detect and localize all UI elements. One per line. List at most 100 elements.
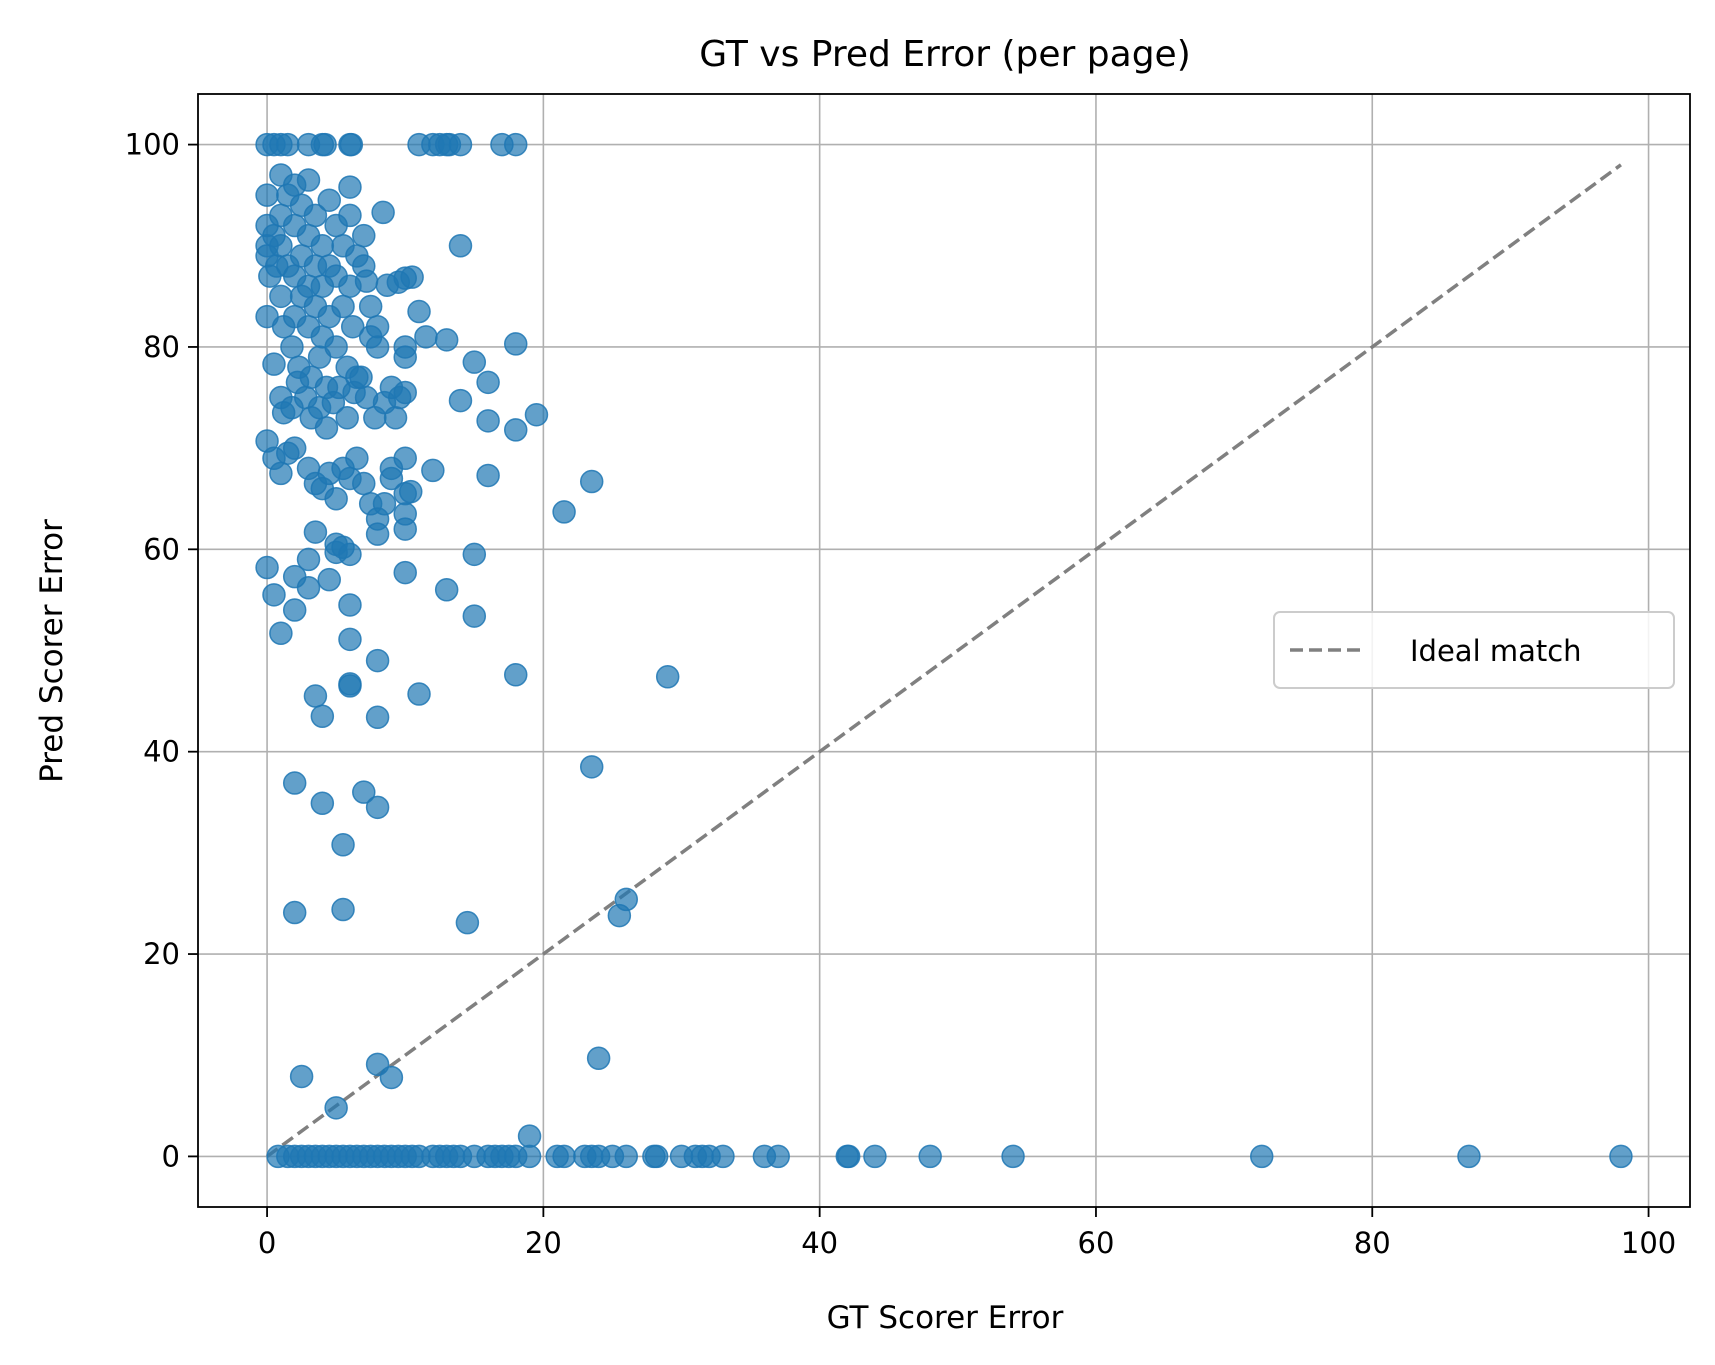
scatter-point <box>358 294 383 319</box>
scatter-point <box>517 1144 542 1169</box>
scatter-point <box>280 335 304 359</box>
scatter-point <box>255 555 279 580</box>
scatter-point <box>317 188 341 212</box>
scatter-point <box>462 604 487 628</box>
scatter-point <box>269 284 293 309</box>
x-tick-label: 0 <box>258 1226 276 1260</box>
scatter-point <box>407 682 431 706</box>
scatter-point <box>414 325 438 349</box>
scatter-point <box>262 352 286 376</box>
y-tick-label: 0 <box>162 1139 180 1173</box>
scatter-point <box>586 1046 611 1071</box>
scatter-point <box>310 234 335 258</box>
x-axis-label: GT Scorer Error <box>827 1300 1064 1336</box>
scatter-point <box>338 203 362 228</box>
scatter-point <box>365 795 390 820</box>
scatter-point <box>365 522 390 546</box>
scatter-point <box>303 203 328 228</box>
y-axis-label: Pred Scorer Error <box>34 519 70 783</box>
scatter-point <box>289 1064 314 1089</box>
scatter-point <box>614 1144 639 1169</box>
scatter-point <box>434 328 459 352</box>
scatter-point <box>476 370 500 395</box>
scatter-point <box>421 458 445 483</box>
scatter-point <box>836 1144 861 1169</box>
scatter-point <box>455 910 480 935</box>
scatter-point <box>448 234 473 258</box>
y-axis-ticks: 0 20 40 60 80 100 <box>125 128 198 1173</box>
scatter-point <box>338 175 362 199</box>
scatter-point <box>324 1096 348 1120</box>
data-points <box>255 132 1633 1169</box>
scatter-point <box>303 684 328 708</box>
scatter-point <box>383 406 408 430</box>
scatter-point <box>269 621 293 646</box>
scatter-point <box>310 704 335 729</box>
scatter-point <box>331 833 355 857</box>
scatter-point <box>324 486 348 511</box>
scatter-point <box>379 466 404 491</box>
scatter-point <box>365 648 390 673</box>
scatter-point <box>918 1144 942 1169</box>
scatter-point <box>338 627 362 652</box>
scatter-point <box>448 388 473 413</box>
scatter-point <box>379 1065 404 1090</box>
scatter-point <box>296 576 321 600</box>
scatter-point <box>331 294 355 319</box>
scatter-point <box>655 665 680 689</box>
y-tick-label: 100 <box>125 128 180 162</box>
scatter-point <box>365 314 390 339</box>
scatter-point <box>1457 1144 1481 1169</box>
scatter-point <box>462 350 487 374</box>
scatter-point <box>314 416 339 440</box>
scatter-point <box>503 418 528 442</box>
scatter-point <box>352 223 376 248</box>
scatter-point <box>552 1144 576 1169</box>
scatter-point <box>1609 1144 1633 1169</box>
scatter-point <box>349 365 373 390</box>
scatter-point <box>393 446 417 471</box>
scatter-point <box>1249 1144 1274 1169</box>
scatter-point <box>398 479 423 504</box>
scatter-point <box>276 132 300 157</box>
scatter-point <box>296 547 321 572</box>
scatter-point <box>324 335 348 359</box>
scatter-point <box>371 200 395 225</box>
scatter-point <box>255 183 279 207</box>
scatter-point <box>262 583 286 607</box>
scatter-point <box>393 517 417 541</box>
scatter-point <box>579 469 604 494</box>
scatter-point <box>476 409 500 433</box>
scatter-point <box>462 542 487 567</box>
scatter-point <box>310 791 335 816</box>
scatter-point <box>365 335 390 359</box>
scatter-point <box>407 299 431 324</box>
scatter-point <box>503 663 528 687</box>
scatter-point <box>503 132 528 157</box>
y-tick-label: 40 <box>143 735 180 769</box>
grid-lines <box>198 94 1690 1207</box>
x-axis-ticks: 0 20 40 60 80 100 <box>258 1207 1676 1260</box>
scatter-point <box>345 446 369 471</box>
legend-label: Ideal match <box>1410 634 1582 668</box>
scatter-point <box>644 1144 669 1169</box>
scatter-point <box>282 598 307 622</box>
scatter-point <box>766 1144 790 1169</box>
plot-area-frame <box>197 93 1691 1208</box>
scatter-point <box>711 1144 735 1169</box>
scatter-point <box>313 132 337 157</box>
scatter-point <box>434 578 459 602</box>
scatter-point <box>303 520 328 544</box>
scatter-point <box>517 1124 542 1148</box>
scatter-point <box>552 500 576 524</box>
y-tick-label: 80 <box>143 330 180 364</box>
scatter-point <box>339 132 364 157</box>
scatter-point <box>338 542 362 567</box>
scatter-point <box>352 780 376 804</box>
scatter-point <box>476 463 500 488</box>
scatter-point <box>282 436 307 460</box>
scatter-point <box>282 900 307 925</box>
scatter-point <box>365 705 390 730</box>
